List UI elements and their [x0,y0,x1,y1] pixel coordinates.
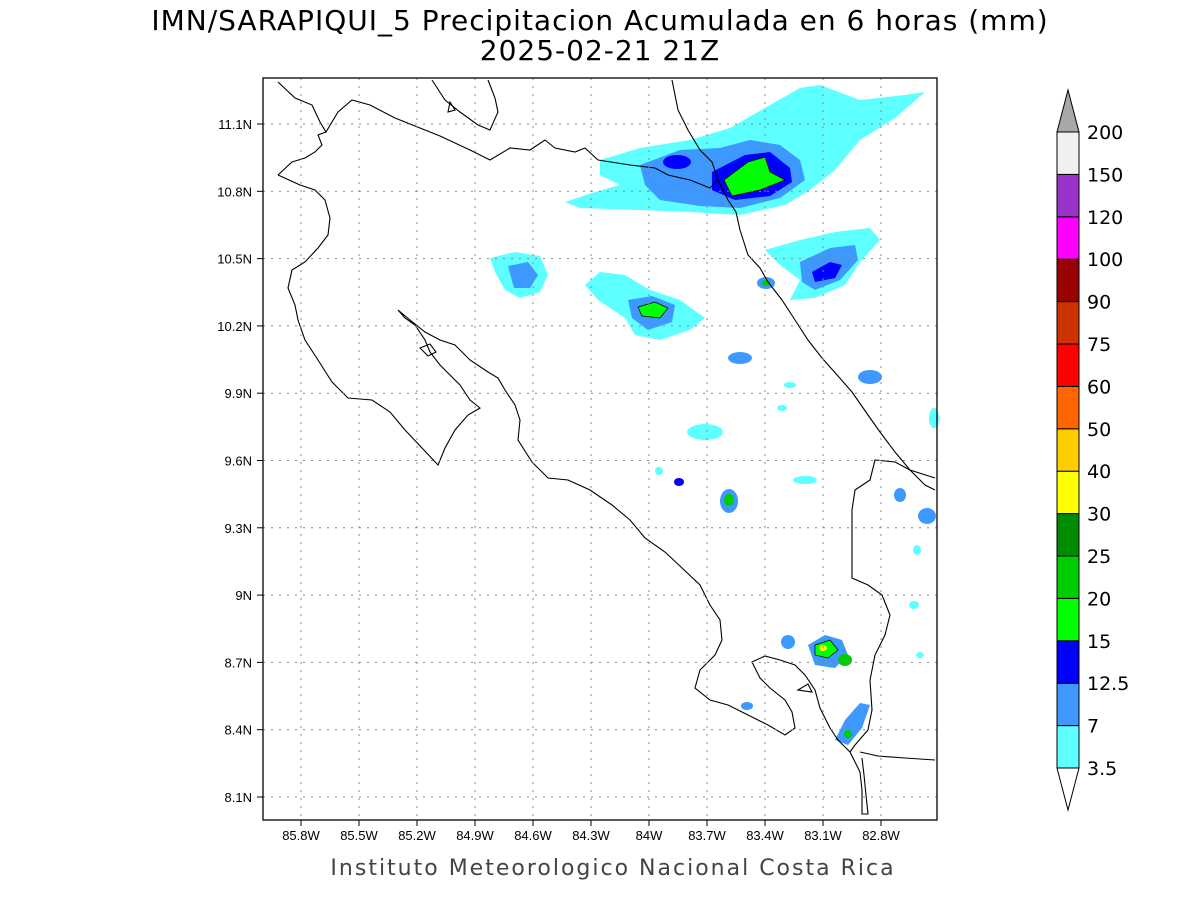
precip-cell-scatter-5 [655,467,663,475]
lon-tick-label: 85.2W [398,828,436,843]
colorbar-label: 50 [1087,419,1111,441]
lon-tick-label: 84.6W [514,828,552,843]
precip-area-north-green [723,156,786,197]
colorbar-swatch-2 [1056,640,1080,684]
colorbar-label: 100 [1087,249,1123,271]
colorbar-max-triangle [1056,88,1080,133]
colorbar-label: 200 [1087,122,1123,144]
lat-tick-label: 8.4N [225,723,252,738]
longitude-axis: 85.8W 85.5W 85.2W 84.9W 84.6W 84.3W 84W 83.7W 83… [282,820,901,843]
precip-cell-scatter-2 [916,652,924,658]
lat-tick-label: 10.8N [217,184,252,199]
lat-tick-label: 9N [235,588,252,603]
precip-cell-9-4n-core [724,494,734,506]
lat-tick-label: 9.6N [225,454,252,469]
colorbar-label: 90 [1087,292,1111,314]
colorbar-swatch-12 [1056,216,1080,260]
precip-cell-scatter-4 [784,382,796,388]
precip-cell-south-2 [838,654,852,666]
lon-tick-label: 85.5W [340,828,378,843]
graticule-lines [263,78,937,820]
precip-area-central-green [637,301,669,319]
latitude-axis: 11.1N 10.8N 10.5N 10.2N 9.9N 9.6N 9.3N 9N 8.7N 8.… [217,117,263,805]
precip-cell-scatter-3 [909,601,919,609]
precip-cell-9-75n [687,424,723,440]
colorbar-label: 120 [1087,207,1123,229]
caribbean-coast [671,79,936,491]
map-subtitle-date: 2025-02-21 21Z [479,34,721,67]
nicaragua-lake-north [431,79,499,131]
precip-cell-scatter-1 [913,545,921,555]
colorbar-swatch-8 [1056,385,1080,430]
lon-tick-label: 83.7W [688,828,726,843]
precip-cell-north-west [663,155,691,169]
colorbar-swatch-7 [1056,428,1080,472]
colorbar-label: 12.5 [1087,673,1129,695]
colorbar-label: 40 [1087,461,1111,483]
island [447,100,456,113]
precip-cell-scatter-7 [793,476,817,484]
lat-tick-label: 8.1N [225,790,252,805]
map-frame [262,77,938,821]
lon-tick-label: 84W [636,828,663,843]
precip-area-east-darkblue [812,262,842,282]
nicaragua-lake-shore [277,81,599,161]
colorbar-swatch-6 [1056,470,1080,515]
precip-cell-small-1 [781,635,795,649]
colorbar-label: 150 [1087,164,1123,186]
precip-area-nw-blue [508,262,538,288]
colorbar-min-triangle [1056,767,1080,812]
colorbar-label: 20 [1087,588,1111,610]
colorbar-swatch-4 [1056,555,1080,599]
colorbar-swatch-0 [1056,725,1080,769]
lat-tick-label: 11.1N [218,117,252,132]
precip-cell-10-1n [728,352,752,364]
lat-tick-label: 8.7N [225,655,252,670]
precip-area-far-south [835,703,870,745]
coastlines-and-borders [277,79,936,815]
pacific-coast [277,131,869,815]
colorbar-swatch-10 [1056,301,1080,345]
lon-tick-label: 82.8W [862,828,900,843]
footer-credit: Instituto Meteorologico Nacional Costa R… [330,856,896,881]
lat-tick-label: 9.9N [225,386,252,401]
precip-cell-10n-east [858,370,882,384]
nicoya-gulf-island [419,343,437,357]
colorbar-swatch-3 [1056,597,1080,642]
colorbar-swatch-1 [1056,682,1080,727]
lon-tick-label: 84.9W [456,828,494,843]
lat-tick-label: 10.2N [217,319,252,334]
colorbar-label: 30 [1087,504,1111,526]
colorbar-swatch-14 [1056,131,1080,175]
colorbar-label: 75 [1087,334,1111,356]
lon-tick-label: 83.4W [746,828,784,843]
lon-tick-label: 83.1W [804,828,842,843]
precip-cell-far-south-core [844,730,852,738]
colorbar-label: 25 [1087,546,1111,568]
colorbar-label: 3.5 [1087,758,1117,780]
colorbar-label: 7 [1087,716,1099,738]
precip-cell-9-5n-a [674,478,684,486]
nicaragua-border [597,159,719,189]
lon-tick-label: 84.3W [572,828,610,843]
precip-cell-border [894,488,906,502]
colorbar-swatch-11 [1056,258,1080,303]
lat-tick-label: 10.5N [217,252,252,267]
precip-cell-coast-east [918,508,936,524]
colorbar-swatch-9 [1056,343,1080,387]
precipitation-colorbar: 3.5 7 12.5 15 20 25 30 40 50 60 75 90 100 120 150 200 [1056,88,1129,812]
colorbar-swatch-13 [1056,173,1080,218]
map-title: IMN/SARAPIQUI_5 Precipitacion Acumulada … [151,4,1049,37]
colorbar-swatch-5 [1056,513,1080,557]
panama-border [849,459,936,761]
colorbar-label: 15 [1087,631,1111,653]
golfito-inlet [796,683,813,693]
lon-tick-label: 85.8W [282,828,320,843]
colorbar-label: 60 [1087,376,1111,398]
lat-tick-label: 9.3N [225,521,252,536]
precip-cell-south-west [741,702,753,710]
precip-cell-scatter-6 [777,405,787,411]
